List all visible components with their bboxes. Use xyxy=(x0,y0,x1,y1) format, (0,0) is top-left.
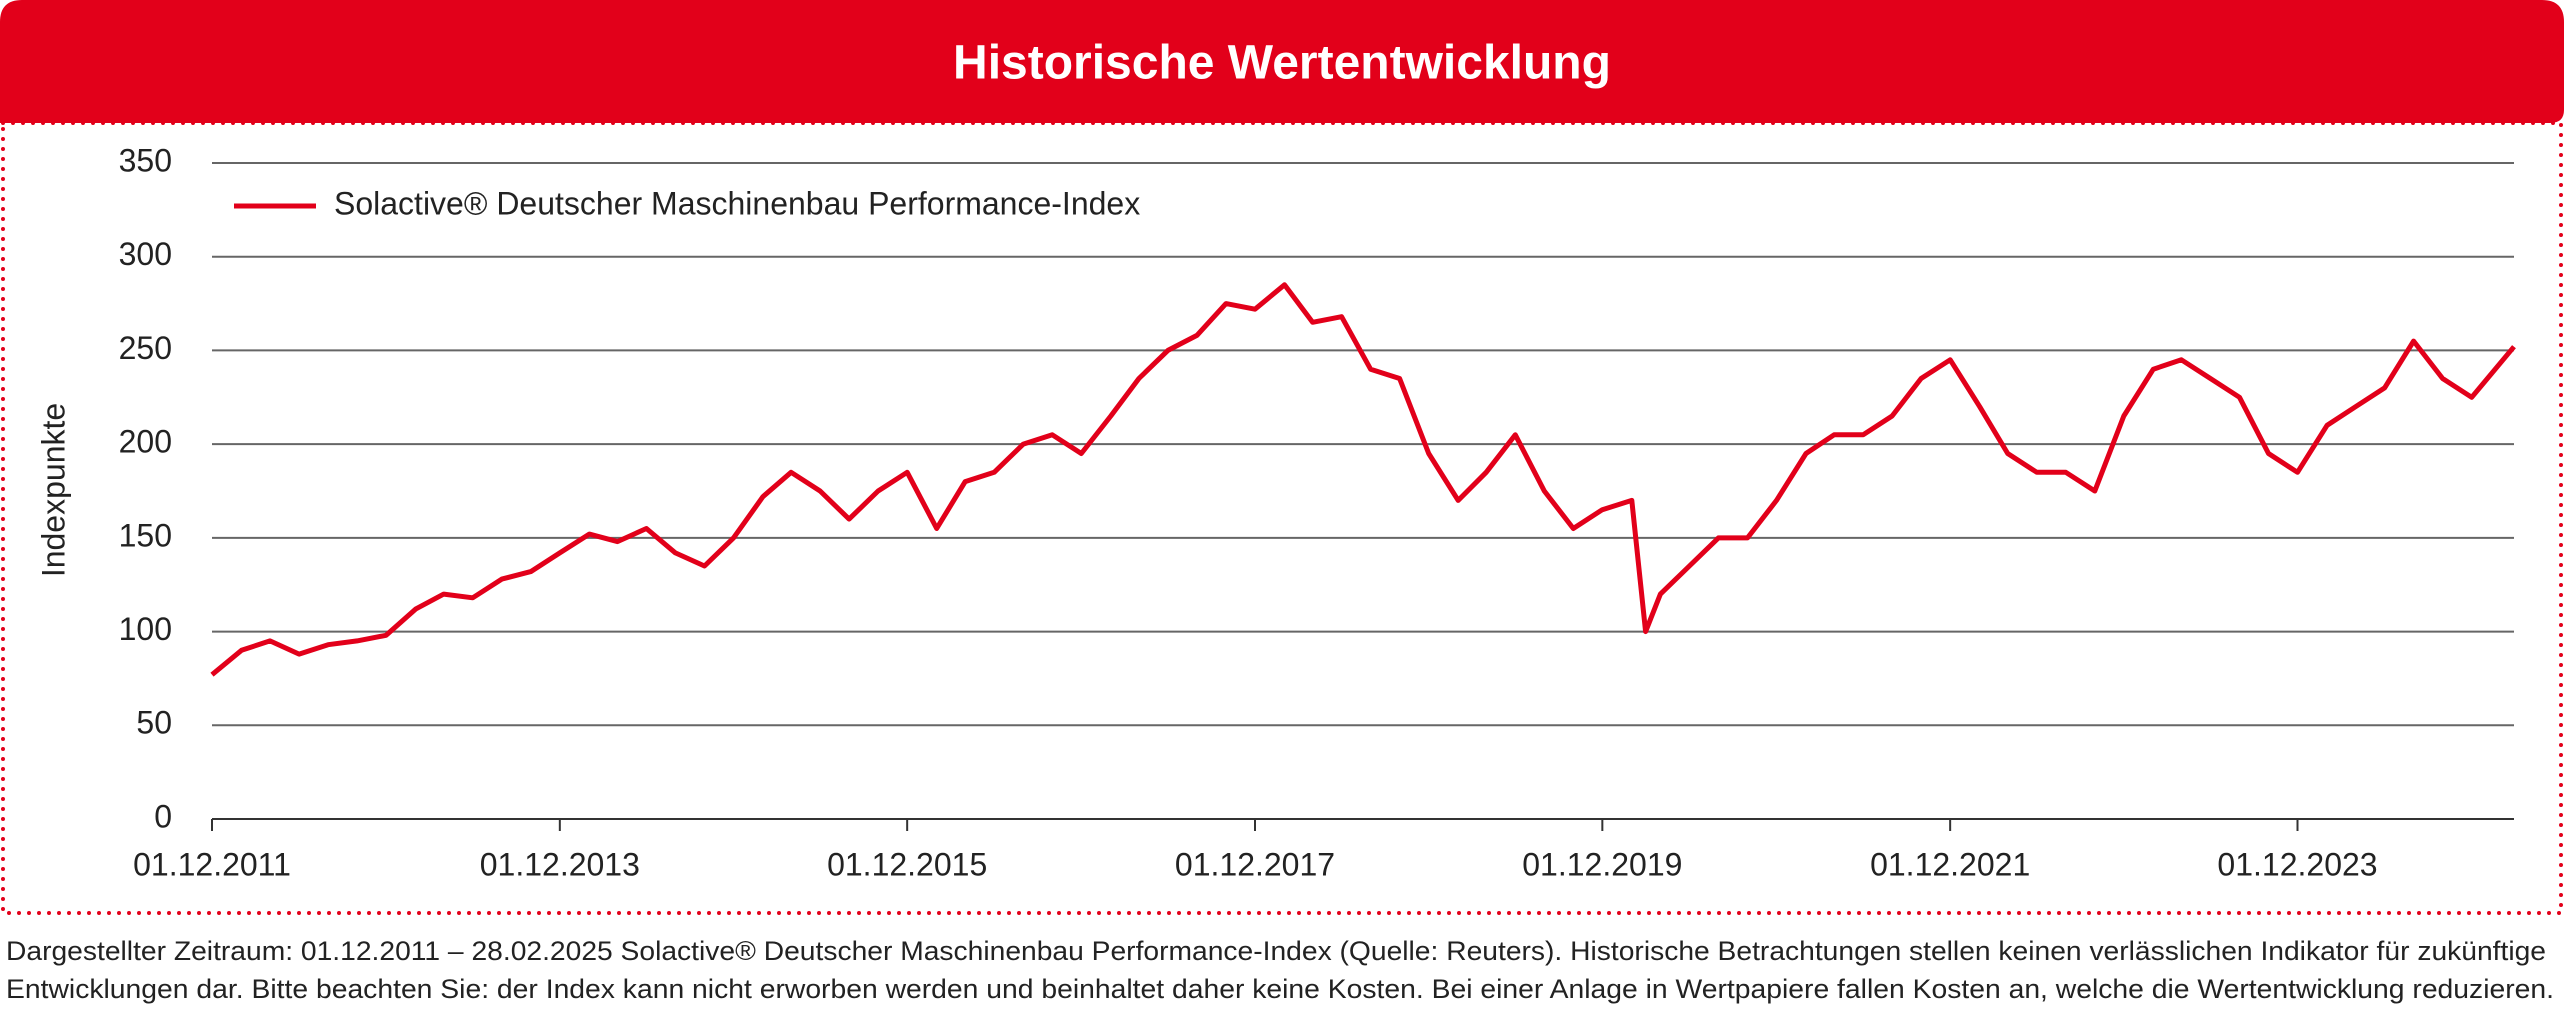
dotted-frame xyxy=(1,121,2563,915)
y-tick-label: 50 xyxy=(136,705,172,741)
x-tick-label: 01.12.2017 xyxy=(1175,846,1335,882)
x-tick-label: 01.12.2023 xyxy=(2217,846,2377,882)
y-tick-label: 100 xyxy=(119,611,172,647)
legend-label: Solactive® Deutscher Maschinenbau Perfor… xyxy=(334,185,1140,221)
y-tick-label: 200 xyxy=(119,424,172,460)
footnote: Dargestellter Zeitraum: 01.12.2011 – 28.… xyxy=(6,936,2546,966)
y-tick-label: 250 xyxy=(119,330,172,366)
footnote: Entwicklungen dar. Bitte beachten Sie: d… xyxy=(6,974,2554,1004)
x-tick-label: 01.12.2013 xyxy=(480,846,640,882)
y-tick-label: 350 xyxy=(119,142,172,178)
y-tick-label: 0 xyxy=(154,798,172,834)
x-tick-label: 01.12.2019 xyxy=(1522,846,1682,882)
x-tick-label: 01.12.2015 xyxy=(827,846,987,882)
header-bar xyxy=(0,0,2564,123)
chart-title: Historische Wertentwicklung xyxy=(953,37,1611,90)
y-tick-label: 150 xyxy=(119,517,172,553)
x-tick-label: 01.12.2011 xyxy=(133,846,291,882)
x-tick-label: 01.12.2021 xyxy=(1870,846,2030,882)
y-axis-label: Indexpunkte xyxy=(35,403,71,577)
y-tick-label: 300 xyxy=(119,236,172,272)
data-line xyxy=(210,282,2516,677)
